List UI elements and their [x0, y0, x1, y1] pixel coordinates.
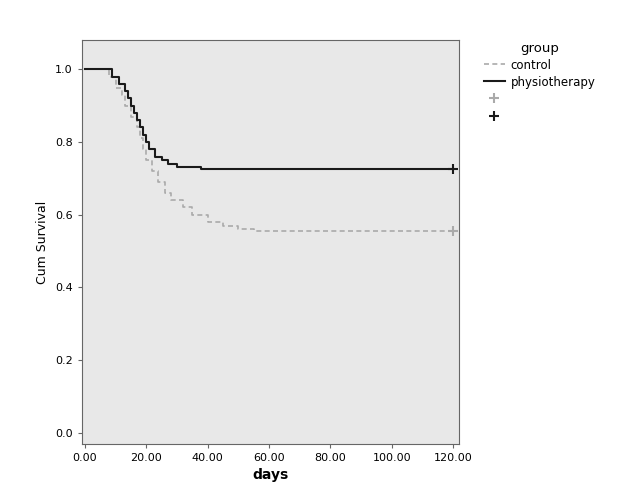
X-axis label: days: days — [252, 468, 289, 482]
Legend: control, physiotherapy, , : control, physiotherapy, , — [480, 38, 599, 127]
Y-axis label: Cum Survival: Cum Survival — [36, 200, 50, 284]
